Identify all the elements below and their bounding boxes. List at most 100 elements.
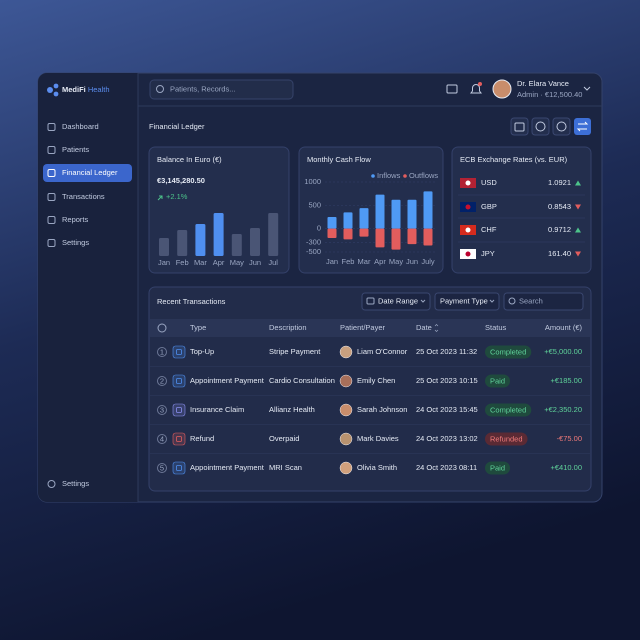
euro-button[interactable]: [552, 117, 571, 136]
currency-code: JPY: [481, 249, 495, 258]
bar: [268, 213, 279, 256]
transaction-type: Top-Up: [190, 347, 214, 356]
row-number: 4: [160, 434, 164, 443]
x-tick-label: Jan: [326, 257, 338, 266]
nav-icon: [47, 480, 56, 488]
balance-amount: €3,145,280.50: [157, 176, 205, 185]
nav-item[interactable]: Dashboard: [62, 122, 99, 131]
nav-item[interactable]: Settings: [62, 479, 89, 488]
logo-icon: [47, 83, 59, 97]
toolbar: [510, 117, 591, 136]
nav-icon: [47, 169, 56, 177]
transaction-date: 24 Oct 2023 13:02: [416, 434, 478, 443]
nav-item[interactable]: Transactions: [62, 192, 105, 201]
payer-name: Olivia Smith: [357, 463, 397, 472]
calendar-button[interactable]: [510, 117, 529, 136]
currency-code: USD: [481, 178, 497, 187]
column-header[interactable]: Type: [190, 323, 206, 332]
x-tick-label: Apr: [213, 258, 225, 267]
transaction-type: Appointment Payment: [190, 376, 265, 385]
legend-swatch: [403, 174, 407, 178]
x-tick-label: Jan: [158, 258, 170, 267]
exchange-button[interactable]: [574, 118, 591, 135]
user-menu-chevron[interactable]: [583, 86, 591, 91]
transaction-amount: +€185.00: [551, 376, 583, 385]
payer-name: Emily Chen: [357, 376, 395, 385]
filter-label: Payment Type: [440, 296, 488, 305]
x-tick-label: May: [389, 257, 403, 266]
select-all[interactable]: [157, 323, 167, 333]
bar: [407, 228, 417, 245]
bell-icon[interactable]: [470, 84, 482, 94]
mail-icon[interactable]: [446, 84, 458, 94]
search-box[interactable]: [149, 79, 294, 100]
transaction-description: Cardio Consultation: [269, 376, 335, 385]
bar: [343, 228, 353, 240]
nav-active-bg: [43, 164, 132, 182]
nav-item[interactable]: Patients: [62, 145, 89, 154]
column-header[interactable]: Description: [269, 323, 307, 332]
nav-icon: [47, 239, 56, 247]
column-header[interactable]: Status: [485, 323, 507, 332]
transaction-date: 25 Oct 2023 10:15: [416, 376, 478, 385]
exchange-rate: 0.9712: [548, 225, 571, 234]
transaction-date: 24 Oct 2023 15:45: [416, 405, 478, 414]
filter-dropdown[interactable]: [361, 292, 431, 311]
flag-detail: [465, 227, 471, 233]
x-tick-label: Feb: [176, 258, 189, 267]
fx-title: ECB Exchange Rates (vs. EUR): [460, 155, 568, 164]
fx-card: [451, 146, 592, 274]
bar: [359, 228, 369, 237]
balance-change: +2.1%: [166, 192, 188, 201]
x-tick-label: Mar: [194, 258, 207, 267]
y-tick-label: 0: [317, 224, 321, 233]
filter-chevron: [420, 299, 426, 303]
y-tick-label: -500: [306, 247, 321, 256]
user-avatar[interactable]: [492, 79, 512, 99]
trend-up: [575, 227, 581, 233]
trend-up-icon: [157, 195, 163, 201]
x-tick-label: Feb: [342, 257, 355, 266]
transactions-card: [148, 286, 592, 492]
transaction-description: MRI Scan: [269, 463, 302, 472]
bar: [391, 199, 401, 229]
euro-icon: [556, 121, 567, 132]
nav-item[interactable]: Reports: [62, 215, 89, 224]
page-title: Financial Ledger: [149, 122, 205, 131]
currency-button[interactable]: [531, 117, 550, 136]
status-badge: [485, 374, 511, 388]
x-tick-label: Mar: [358, 257, 371, 266]
column-header[interactable]: Date: [416, 323, 432, 332]
filter-dropdown[interactable]: [434, 292, 500, 311]
cashflow-card: [298, 146, 444, 274]
column-header[interactable]: Patient/Payer: [340, 323, 386, 332]
table-search[interactable]: [503, 292, 584, 311]
bar: [343, 212, 353, 229]
legend-label: Inflows: [377, 171, 401, 180]
x-tick-label: May: [230, 258, 244, 267]
trend-up: [575, 180, 581, 186]
row-number: 3: [160, 405, 164, 414]
nav-icon: [47, 216, 56, 224]
bar: [375, 194, 385, 229]
transaction-date: 24 Oct 2023 08:11: [416, 463, 477, 472]
payer-name: Liam O'Connor: [357, 347, 408, 356]
status-label: Completed: [490, 405, 526, 414]
x-tick-label: Jul: [268, 258, 278, 267]
exchange-icon: [576, 121, 589, 132]
filter-icon: [366, 297, 375, 305]
trend-down: [575, 251, 581, 257]
transactions-title: Recent Transactions: [157, 297, 226, 306]
nav-item[interactable]: Settings: [62, 238, 89, 247]
nav-icon: [47, 193, 56, 201]
flag-detail: [465, 251, 471, 257]
y-tick-label: -300: [306, 238, 321, 247]
bar: [213, 213, 224, 256]
payer-avatar: [339, 461, 353, 475]
nav-item[interactable]: Financial Ledger: [62, 168, 118, 177]
column-header[interactable]: Amount (€): [545, 323, 583, 332]
transaction-amount: -€75.00: [557, 434, 582, 443]
user-name: Dr. Elara Vance: [517, 79, 569, 88]
search-icon: [156, 85, 164, 93]
